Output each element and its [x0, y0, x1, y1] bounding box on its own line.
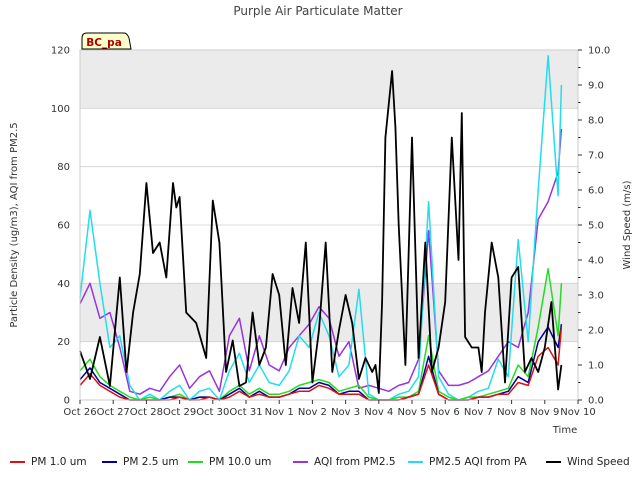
legend-label-2: PM 10.0 um: [209, 456, 271, 468]
y-tick-label-left-1: 20: [57, 337, 70, 348]
y-tick-label-right-9: 9.0: [588, 81, 604, 92]
y-axis-title-left: Particle Density (ug/m3), AQI from PM2.5: [9, 122, 20, 327]
x-tick-label-9: Nov 4: [364, 407, 393, 418]
x-tick-label-3: Oct 29: [163, 407, 196, 418]
y-tick-label-right-5: 5.0: [588, 221, 604, 232]
x-tick-label-10: Nov 5: [397, 407, 426, 418]
x-tick-label-15: Nov 10: [560, 407, 595, 418]
series-line-1: [79, 55, 563, 401]
x-tick-label-1: Oct 27: [97, 407, 130, 418]
legend-label-1: PM 2.5 um: [123, 456, 179, 468]
y-tick-label-right-10: 10.0: [588, 46, 610, 57]
x-tick-label-6: Nov 1: [265, 407, 294, 418]
legend-label-4: PM2.5 AQI from PA: [429, 456, 528, 468]
x-axis-title: Time: [552, 425, 577, 436]
x-tick-label-14: Nov 9: [530, 407, 559, 418]
y-tick-label-left-0: 0: [64, 396, 70, 407]
y-tick-label-right-8: 8.0: [588, 116, 604, 127]
y-tick-label-right-7: 7.0: [588, 151, 604, 162]
x-tick-label-2: Oct 28: [130, 407, 163, 418]
station-badge-label: BC_pa: [86, 37, 122, 49]
y-tick-label-right-0: 0.0: [588, 396, 604, 407]
tick-labels: Oct 26 Oct 27 Oct 28 Oct 29 Oct 30 Oct 31 Nov …: [51, 46, 610, 419]
y-tick-label-right-2: 2.0: [588, 326, 604, 337]
y-tick-label-left-6: 120: [51, 46, 70, 57]
y-tick-label-left-5: 100: [51, 104, 70, 115]
legend-label-5: Wind Speed: [567, 456, 630, 468]
x-tick-label-13: Nov 8: [497, 407, 526, 418]
x-tick-label-12: Nov 7: [464, 407, 493, 418]
y-tick-label-left-4: 80: [57, 162, 70, 173]
x-tick-label-11: Nov 6: [431, 407, 460, 418]
y-tick-label-left-2: 40: [57, 279, 70, 290]
y-tick-label-right-4: 4.0: [588, 256, 604, 267]
legend-label-3: AQI from PM2.5: [314, 456, 396, 468]
x-tick-label-5: Oct 31: [229, 407, 262, 418]
x-tick-label-8: Nov 3: [331, 407, 360, 418]
x-tick-label-4: Oct 30: [196, 407, 229, 418]
y-tick-label-right-6: 6.0: [588, 186, 604, 197]
y-tick-label-right-3: 3.0: [588, 291, 604, 302]
shaded-band-1: [80, 50, 578, 109]
y-tick-label-left-3: 60: [57, 221, 70, 232]
y-axis-title-right: Wind Speed (m/s): [622, 180, 633, 269]
x-tick-label-0: Oct 26: [63, 407, 96, 418]
legend: PM 1.0 um PM 2.5 um PM 10.0 um AQI from PM2…: [10, 456, 630, 468]
x-tick-label-7: Nov 2: [298, 407, 327, 418]
series-line-0: [79, 128, 563, 395]
legend-label-0: PM 1.0 um: [31, 456, 87, 468]
y-tick-label-right-1: 1.0: [588, 361, 604, 372]
series-line-5: [79, 70, 563, 394]
chart-title: Purple Air Particulate Matter: [233, 4, 402, 18]
station-badge: BC_pa: [81, 32, 132, 50]
